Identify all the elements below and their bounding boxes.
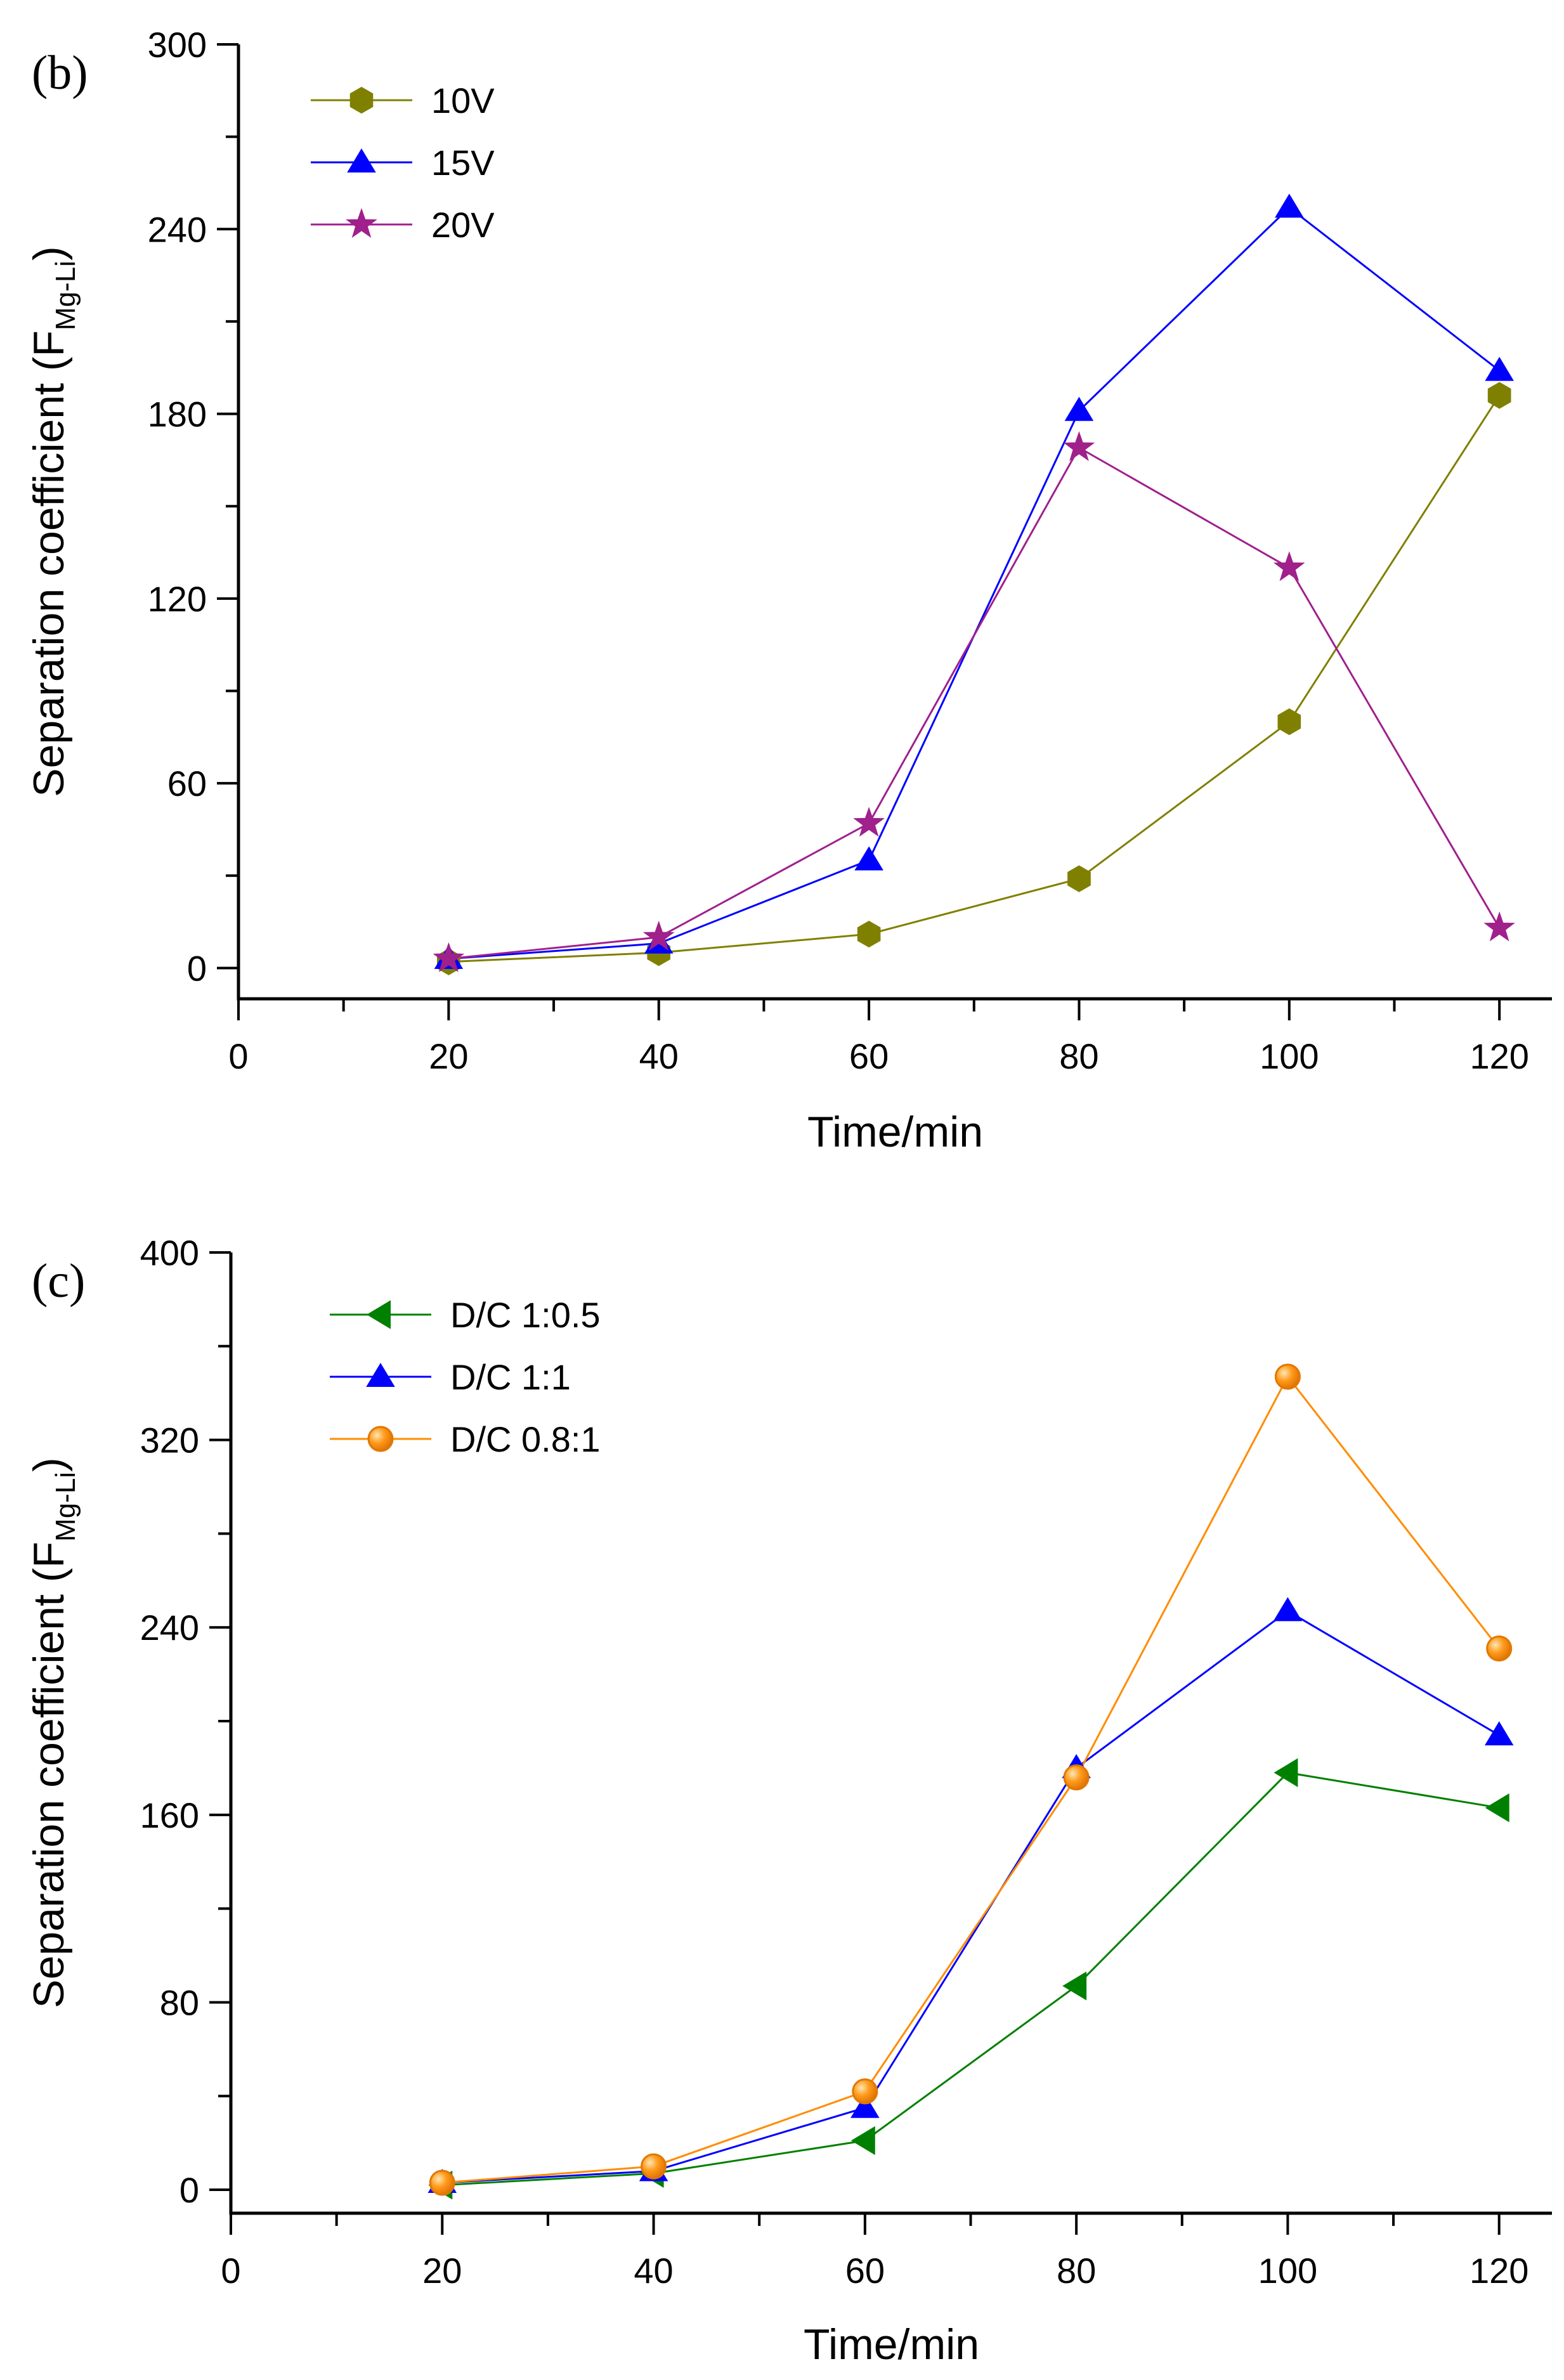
series-line: [448, 206, 1501, 960]
series-line: [442, 1771, 1499, 2187]
data-point: [1485, 356, 1514, 381]
data-point: [1062, 1971, 1087, 2001]
x-tick-label: 40: [639, 1036, 679, 1076]
legend-marker: [367, 1426, 394, 1452]
y-tick-label: 0: [179, 2170, 199, 2210]
data-point: [1067, 865, 1091, 892]
y-axis-title-subscript: Mg-Li: [50, 261, 81, 330]
legend-label: D/C 1:1: [450, 1357, 571, 1397]
series-line: [448, 446, 1501, 960]
data-point: [1274, 1758, 1298, 1788]
y-tick-label: 0: [187, 948, 207, 988]
y-tick-label: 300: [148, 25, 207, 65]
x-tick-label: 120: [1470, 1036, 1528, 1076]
y-axis-title-close: ): [25, 246, 73, 261]
legend-marker: [346, 207, 377, 238]
data-point: [642, 920, 675, 951]
y-axis-title-main: Separation coefficient (F: [25, 1542, 73, 2008]
y-tick-label: 180: [148, 394, 207, 434]
y-tick-label: 160: [140, 1795, 199, 1835]
data-point: [850, 2126, 875, 2156]
y-axis-title-main: Separation coefficient (F: [25, 330, 73, 797]
axes: [229, 1252, 1552, 2215]
x-axis-title: Time/min: [807, 1108, 983, 1156]
y-tick-label: 240: [140, 1608, 199, 1648]
data-point: [1486, 1635, 1513, 1661]
y-tick-label: 80: [160, 1982, 199, 2022]
legend-marker: [366, 1363, 395, 1387]
chart-panel-c: 0 20 40 60 80 100 120 0 80 160 240 320 400 Time/min Se…: [25, 1233, 1552, 2369]
y-axis-title: Separation coefficient (FMg-Li): [25, 246, 81, 797]
series-line: [442, 1609, 1500, 2184]
legend-marker: [349, 86, 374, 114]
legend-label: 10V: [431, 81, 495, 120]
x-tick-label: 0: [221, 2251, 240, 2291]
chart-panel-b: 0 20 40 60 80 100 120 0 60 120 180 240 300 Time/min Se…: [25, 25, 1552, 1156]
y-axis-title-subscript: Mg-Li: [50, 1472, 81, 1542]
data-point: [1063, 1764, 1090, 1791]
data-point: [1484, 1721, 1514, 1746]
data-point: [433, 942, 465, 972]
x-tick-label: 120: [1470, 2251, 1528, 2291]
legend-label: 20V: [431, 205, 495, 245]
data-point: [1275, 193, 1304, 218]
legend-label: D/C 1:0.5: [450, 1295, 601, 1335]
y-tick-label: 240: [148, 209, 207, 249]
series-line: [442, 1375, 1500, 2184]
data-point: [641, 2153, 667, 2180]
data-point: [850, 2093, 880, 2118]
series-line: [448, 394, 1501, 963]
data-point: [1273, 551, 1305, 582]
y-tick-label: 320: [140, 1421, 199, 1460]
data-point: [853, 807, 885, 837]
legend-label: D/C 0.8:1: [450, 1419, 601, 1459]
x-tick-label: 80: [1057, 2251, 1096, 2291]
x-tick-label: 60: [845, 2251, 885, 2291]
y-tick-label: 60: [167, 764, 207, 803]
data-point: [1063, 431, 1095, 462]
panel-label: (b): [32, 46, 88, 100]
legend-marker: [347, 148, 376, 172]
data-point: [854, 846, 883, 871]
data-point: [1483, 911, 1515, 942]
y-axis-title: Separation coefficient (FMg-Li): [25, 1457, 81, 2008]
x-tick-label: 20: [422, 2251, 462, 2291]
x-tick-label: 60: [849, 1036, 889, 1076]
legend-marker: [367, 1300, 391, 1329]
x-axis-title: Time/min: [804, 2320, 979, 2369]
y-tick-label: 120: [148, 579, 207, 619]
x-tick-label: 100: [1258, 2251, 1317, 2291]
x-tick-label: 20: [429, 1036, 468, 1076]
data-point: [1485, 1793, 1509, 1823]
data-point: [429, 2169, 455, 2196]
x-tick-label: 40: [634, 2251, 673, 2291]
y-tick-label: 400: [140, 1233, 199, 1273]
legend-label: 15V: [431, 143, 495, 183]
y-axis-title-close: ): [25, 1457, 73, 1472]
data-point: [852, 2078, 878, 2105]
x-tick-label: 0: [228, 1036, 248, 1076]
data-point: [1273, 1597, 1303, 1622]
panel-label: (c): [32, 1254, 85, 1308]
data-point: [1274, 1363, 1301, 1390]
data-point: [1487, 382, 1511, 409]
x-tick-label: 100: [1260, 1036, 1319, 1076]
data-point: [1277, 708, 1301, 736]
data-point: [857, 920, 881, 948]
x-tick-label: 80: [1059, 1036, 1098, 1076]
axes: [237, 44, 1552, 1001]
data-point: [1064, 396, 1094, 421]
